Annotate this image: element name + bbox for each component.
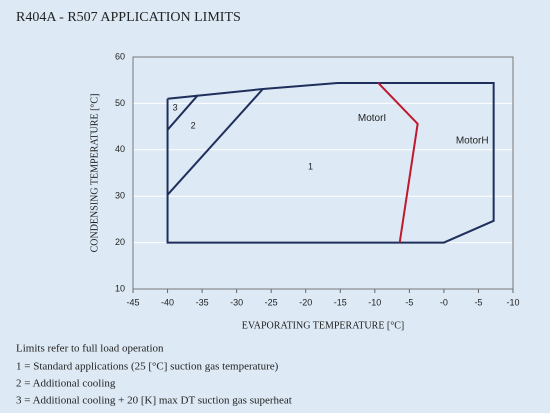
annotation: MotorI — [358, 113, 386, 124]
plot-frame — [132, 56, 514, 290]
y-tick-label: 40 — [115, 144, 125, 154]
note: 1 = Standard applications (25 [°C] sucti… — [16, 361, 279, 373]
x-tick-label: -40 — [161, 297, 174, 307]
y-tick-label: 10 — [115, 283, 125, 293]
x-tick-label: -5 — [474, 297, 482, 307]
annotation: 2 — [191, 121, 196, 131]
x-tick-label: -45 — [126, 297, 139, 307]
y-tick-label: 20 — [115, 237, 125, 247]
envelope-line — [166, 88, 264, 196]
y-axis-label: CONDENSING TEMPERATURE [°C] — [89, 94, 100, 253]
y-tick-label: 30 — [115, 191, 125, 201]
x-axis-label: EVAPORATING TEMPERATURE [°C] — [242, 320, 405, 331]
envelope-line — [166, 81, 495, 244]
chart-title: R404A - R507 APPLICATION LIMITS — [16, 10, 241, 25]
note: Limits refer to full load operation — [16, 343, 164, 355]
x-tick-label: -30 — [230, 297, 243, 307]
annotation: MotorH — [456, 136, 489, 147]
note: 3 = Additional cooling + 20 [K] max DT s… — [16, 395, 292, 407]
x-tick-label: -0 — [440, 297, 448, 307]
x-tick-label: -10 — [506, 297, 519, 307]
envelope-line — [166, 94, 199, 131]
x-tick-label: -10 — [368, 297, 381, 307]
x-tick-label: -20 — [299, 297, 312, 307]
y-tick-label: 60 — [115, 51, 125, 61]
y-tick-label: 50 — [115, 98, 125, 108]
annotation: 3 — [173, 102, 178, 112]
x-tick-label: -35 — [196, 297, 209, 307]
annotation: 1 — [308, 161, 313, 171]
envelope-line — [377, 82, 419, 243]
note: 2 = Additional cooling — [16, 378, 116, 390]
x-tick-label: -5 — [405, 297, 413, 307]
x-tick-label: -15 — [334, 297, 347, 307]
x-tick-label: -25 — [265, 297, 278, 307]
